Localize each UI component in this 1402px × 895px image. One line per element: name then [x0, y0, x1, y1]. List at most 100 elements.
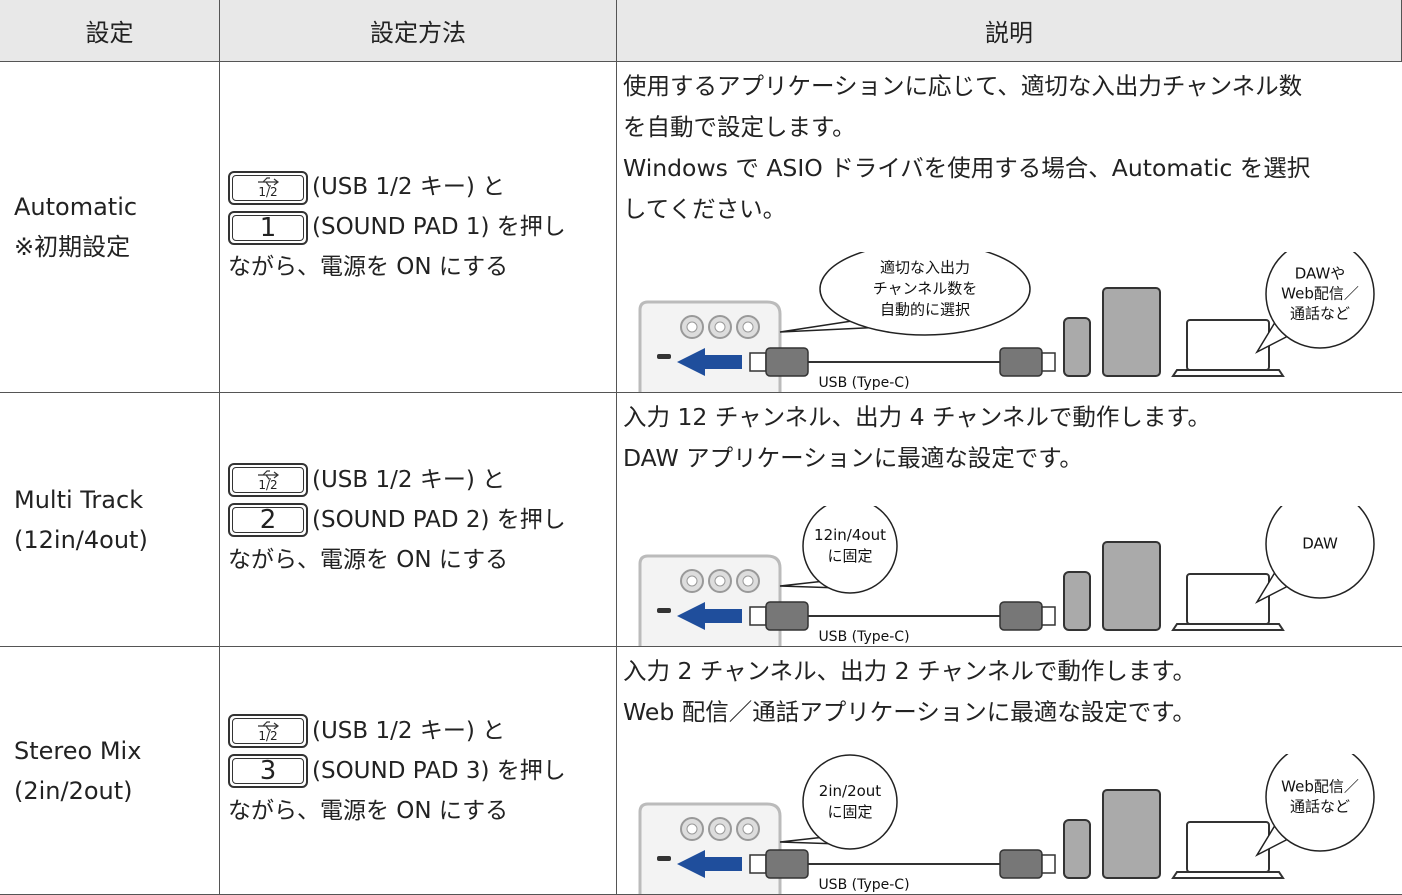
description-text: を自動で設定します。	[623, 113, 856, 141]
tablet	[1102, 789, 1161, 879]
plug	[765, 347, 809, 377]
key-face: 3	[232, 756, 304, 786]
usb-key-label: 1/2	[258, 477, 278, 492]
description-text: DAW アプリケーションに最適な設定です。	[623, 444, 1083, 472]
usb-key-label: 1/2	[258, 728, 278, 743]
description-cell: 使用するアプリケーションに応じて、適切な入出力チャンネル数 を自動で設定します。 W…	[617, 62, 1402, 393]
description-text: Windows で ASIO ドライバを使用する場合、Automatic を選択	[623, 154, 1311, 182]
usb-symbol	[258, 177, 279, 187]
method-text: (USB 1/2 キー) と	[312, 717, 506, 744]
device-panel	[638, 300, 782, 392]
description-text: Web 配信／通話アプリケーションに最適な設定です。	[623, 698, 1196, 726]
description-text: 使用するアプリケーションに応じて、適切な入出力チャンネル数	[623, 72, 1303, 100]
bubble-text: 12in/4out	[814, 526, 886, 544]
setting-text: Automatic	[14, 193, 138, 221]
bubble-text: 自動的に選択	[880, 301, 970, 319]
laptop-base	[1171, 871, 1285, 879]
tablet	[1102, 287, 1161, 377]
setting-text: Multi Track	[14, 485, 144, 514]
diagram: USB (Type-C) 2in/2out に固定 Web配信／ 通話など	[638, 754, 1375, 894]
pad-key-label: 1	[259, 212, 277, 243]
laptop-screen	[1186, 319, 1270, 371]
method-line: 1/2 (USB 1/2 キー) と	[228, 460, 616, 500]
usb-symbol	[258, 469, 279, 480]
description-cell: 入力 2 チャンネル、出力 2 チャンネルで動作します。 Web 配信／通話アプリ…	[617, 647, 1402, 895]
method-text: (USB 1/2 キー) と	[312, 174, 506, 200]
jack	[686, 823, 698, 835]
phone	[1063, 317, 1091, 377]
jack	[742, 321, 754, 333]
bubble-text: 2in/2out	[819, 782, 881, 800]
description-text: 入力 2 チャンネル、出力 2 チャンネルで動作します。	[623, 657, 1197, 685]
jack	[714, 321, 726, 333]
plug	[999, 849, 1043, 879]
method-text: (SOUND PAD 2) を押し	[312, 506, 566, 533]
setting-text: (12in/4out)	[14, 525, 148, 554]
usb-key: 1/2	[228, 170, 308, 205]
jack	[686, 575, 698, 587]
diagram: USB (Type-C) 12in/4out に固定 DAW	[638, 506, 1375, 646]
method-cell: 1/2 (USB 1/2 キー) と 1 (SOUND PAD 1) を押しながら、電…	[220, 62, 617, 393]
bubble-text: 通話など	[1290, 798, 1350, 816]
method-line: 1/2 (USB 1/2 キー) と	[228, 711, 616, 751]
bubble-text: に固定	[827, 547, 872, 565]
jack	[742, 575, 754, 587]
cable-label: USB (Type-C)	[818, 375, 909, 391]
bubble-text: Web配信／	[1281, 285, 1359, 303]
laptop-base	[1171, 369, 1285, 377]
setting-text: ※初期設定	[14, 233, 131, 261]
description-text: してください。	[623, 195, 787, 223]
cable-label: USB (Type-C)	[818, 629, 909, 645]
setting-cell: Multi Track (12in/4out)	[0, 393, 220, 647]
key-face: 1/2	[232, 467, 304, 493]
phone	[1063, 571, 1091, 631]
method-text: ながら、電源を ON にする	[228, 546, 509, 573]
jack	[742, 823, 754, 835]
usb-key-label: 1/2	[258, 185, 278, 199]
method-text: (SOUND PAD 3) を押し	[312, 757, 566, 784]
arrow	[677, 850, 742, 878]
arrow	[677, 602, 742, 630]
pad-key: 2	[228, 503, 308, 537]
usb-icon	[258, 469, 279, 480]
description-cell: 入力 12 チャンネル、出力 4 チャンネルで動作します。 DAW アプリケーショ…	[617, 393, 1402, 647]
plug	[765, 849, 809, 879]
usb-key: 1/2	[228, 714, 308, 748]
jack	[714, 575, 726, 587]
method-text: (SOUND PAD 1) を押し	[312, 214, 566, 240]
bubble	[802, 506, 898, 594]
pad-key-label: 3	[259, 756, 277, 786]
pad-key: 1	[228, 210, 308, 245]
setting-text: (2in/2out)	[14, 776, 133, 805]
header-cell: 設定方法	[220, 0, 617, 62]
bubble-text: チャンネル数を	[873, 280, 978, 298]
bubble	[1265, 506, 1375, 599]
device-panel	[638, 554, 782, 646]
plug-tip	[749, 606, 767, 626]
plug	[765, 601, 809, 631]
bubble-text: 通話など	[1290, 305, 1350, 323]
method-text: ながら、電源を ON にする	[228, 254, 509, 280]
description-text: 入力 12 チャンネル、出力 4 チャンネルで動作します。	[623, 403, 1211, 431]
plug-tip	[1041, 606, 1056, 626]
method-text: ながら、電源を ON にする	[228, 797, 509, 824]
cable-label: USB (Type-C)	[818, 877, 909, 893]
usb-port	[657, 608, 671, 613]
pad-key: 3	[228, 754, 308, 788]
tablet	[1102, 541, 1161, 631]
bubble-text: DAWや	[1295, 265, 1346, 283]
method-line: 1/2 (USB 1/2 キー) と	[228, 167, 616, 207]
usb-key: 1/2	[228, 463, 308, 497]
arrow	[677, 348, 742, 376]
plug-tip	[749, 854, 767, 874]
setting-cell: Automatic ※初期設定	[0, 62, 220, 393]
method-text: (USB 1/2 キー) と	[312, 466, 506, 493]
plug-tip	[749, 352, 767, 372]
phone	[1063, 819, 1091, 879]
usb-icon	[258, 720, 279, 731]
bubble-text: に固定	[827, 803, 872, 821]
method-line: 1 (SOUND PAD 1) を押し	[228, 207, 616, 247]
method-cell: 1/2 (USB 1/2 キー) と 3 (SOUND PAD 3) を押しながら、電…	[220, 647, 617, 895]
